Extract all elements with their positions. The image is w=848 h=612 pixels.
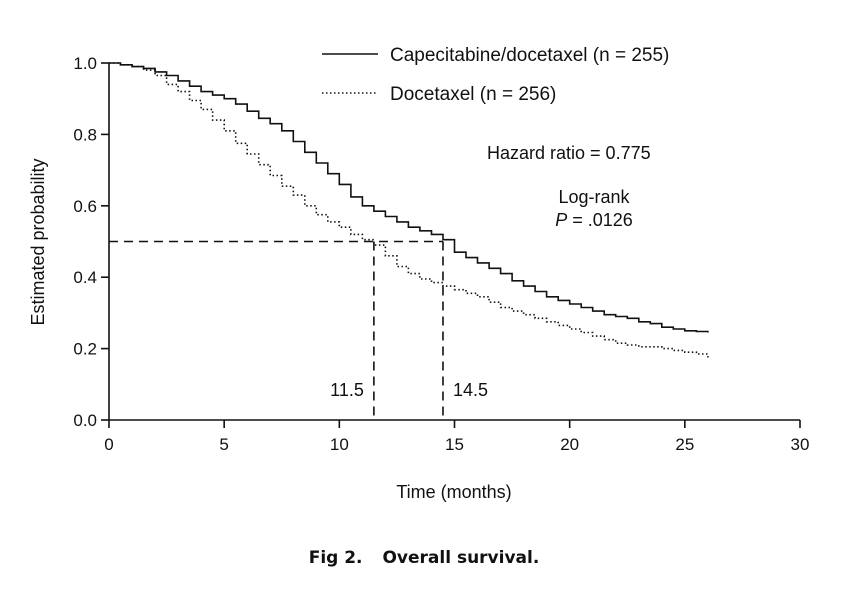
y-tick-label: 1.0 — [73, 54, 97, 73]
p-value-text: P = .0126 — [555, 210, 633, 230]
median-label: 11.5 — [330, 380, 364, 400]
y-axis-title: Estimated probability — [28, 158, 48, 325]
survival-chart: 0 5 10 15 20 25 30 0.0 0.2 0.4 0.6 0.8 1.0 Time (mo… — [28, 45, 809, 502]
legend: Capecitabine/docetaxel (n = 255) Docetax… — [322, 45, 669, 105]
p-label: P — [555, 210, 567, 230]
x-ticks: 0 5 10 15 20 25 30 — [104, 420, 809, 454]
survival-curves — [109, 62, 709, 358]
x-tick-label: 20 — [560, 435, 579, 454]
figure-caption-text: Overall survival. — [382, 548, 540, 568]
legend-label-docetaxel: Docetaxel (n = 256) — [390, 84, 556, 105]
median-label: 14.5 — [453, 380, 488, 400]
y-tick-label: 0.8 — [73, 125, 97, 144]
figure-caption: Fig 2. Overall survival. — [0, 548, 848, 568]
y-tick-label: 0.6 — [73, 197, 97, 216]
series-line-capecitabine-docetaxel — [109, 62, 709, 333]
hazard-ratio-text: Hazard ratio = 0.775 — [487, 143, 651, 163]
y-tick-label: 0.2 — [73, 340, 97, 359]
y-ticks: 0.0 0.2 0.4 0.6 0.8 1.0 — [73, 54, 109, 430]
x-tick-label: 0 — [104, 435, 113, 454]
x-tick-label: 15 — [445, 435, 464, 454]
x-tick-label: 10 — [330, 435, 349, 454]
y-tick-label: 0.4 — [73, 268, 97, 287]
logrank-text: Log-rank — [558, 187, 630, 207]
legend-label-capecitabine: Capecitabine/docetaxel (n = 255) — [390, 45, 669, 66]
x-tick-label: 25 — [675, 435, 694, 454]
p-value: = .0126 — [567, 210, 633, 230]
x-axis-title: Time (months) — [396, 482, 511, 502]
figure-number: Fig 2. — [308, 548, 363, 568]
y-tick-label: 0.0 — [73, 411, 97, 430]
x-tick-label: 30 — [791, 435, 810, 454]
median-reference-lines: 11.5 14.5 — [109, 240, 488, 420]
x-tick-label: 5 — [219, 435, 228, 454]
